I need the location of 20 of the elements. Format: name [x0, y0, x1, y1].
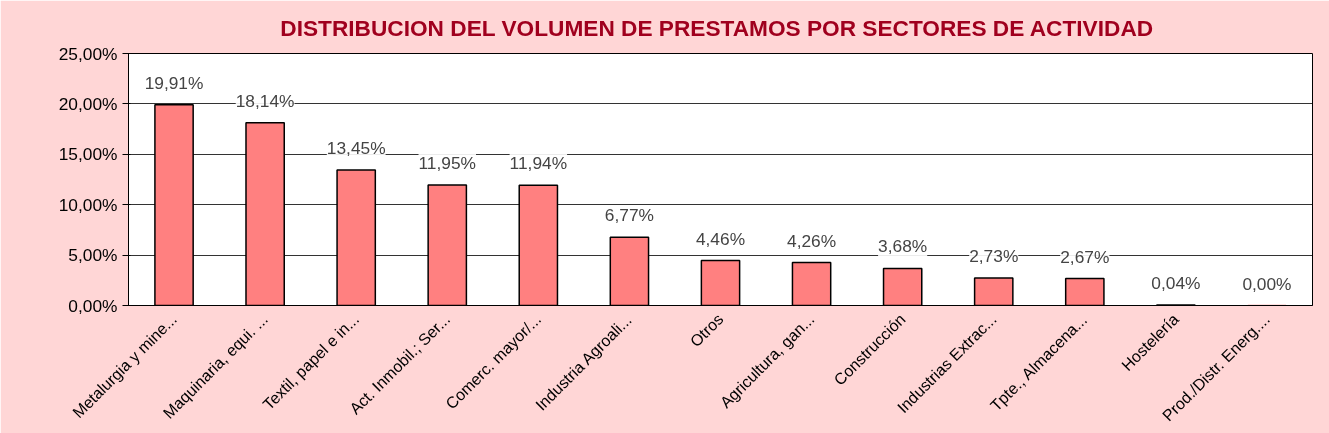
y-tick-label: 5,00% [68, 245, 118, 266]
y-tick-label: 0,00% [68, 295, 118, 316]
data-label: 0,00% [1242, 273, 1292, 294]
data-label: 11,95% [418, 153, 477, 174]
y-tick-label: 10,00% [58, 194, 118, 215]
data-label: 19,91% [144, 72, 204, 93]
data-label: 2,67% [1060, 246, 1110, 267]
data-label: 6,77% [604, 205, 654, 226]
data-label: 4,46% [695, 228, 746, 249]
data-label: 18,14% [235, 90, 295, 111]
chart-title: DISTRIBUCION DEL VOLUMEN DE PRESTAMOS POR SECTORES DE ACTIVIDAD [280, 15, 1154, 41]
data-label: 2,73% [969, 245, 1019, 266]
y-tick-label: 20,00% [58, 93, 118, 114]
data-label: 13,45% [326, 137, 386, 158]
y-tick-label: 15,00% [58, 144, 118, 165]
data-label: 11,94% [509, 153, 568, 174]
data-label: 4,26% [787, 230, 837, 251]
data-label: 3,68% [878, 236, 928, 257]
y-tick-label: 25,00% [58, 43, 118, 64]
data-label: 0,04% [1151, 273, 1201, 294]
